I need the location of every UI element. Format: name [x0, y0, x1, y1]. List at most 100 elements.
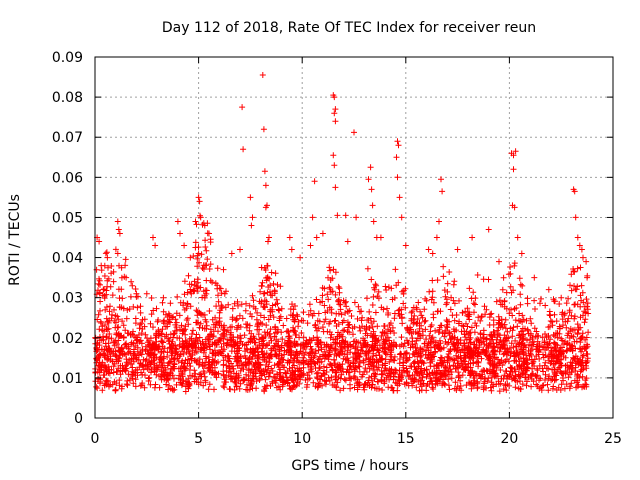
data-point — [500, 386, 507, 393]
data-point — [147, 320, 154, 327]
data-point — [554, 357, 561, 364]
data-point — [403, 380, 410, 387]
data-point — [346, 369, 353, 376]
data-point — [197, 214, 204, 221]
data-point — [450, 326, 457, 333]
data-point — [229, 316, 236, 323]
data-point — [190, 327, 196, 334]
data-point — [151, 351, 158, 358]
data-point — [448, 335, 455, 342]
data-point — [383, 287, 390, 293]
data-point — [253, 385, 260, 392]
data-point — [515, 371, 522, 378]
data-point — [265, 373, 272, 380]
data-point — [193, 307, 200, 314]
data-point — [200, 266, 207, 273]
data-point — [327, 267, 334, 274]
data-point — [433, 234, 440, 241]
data-point — [306, 350, 313, 357]
data-point — [472, 301, 478, 308]
data-point — [196, 309, 203, 316]
data-point — [262, 333, 269, 339]
data-point — [234, 324, 241, 331]
data-point — [276, 369, 283, 376]
data-point — [184, 289, 191, 296]
data-point — [167, 319, 174, 326]
data-point — [480, 386, 487, 393]
data-point — [582, 336, 589, 343]
data-point — [351, 350, 358, 357]
data-point — [288, 351, 295, 358]
data-point — [431, 349, 438, 356]
data-point — [332, 340, 339, 347]
data-point — [502, 316, 509, 323]
data-point — [438, 355, 445, 362]
data-point — [287, 385, 294, 392]
data-point — [102, 322, 108, 328]
data-point — [583, 296, 590, 303]
data-point — [403, 355, 410, 362]
data-point — [522, 366, 529, 372]
data-point — [259, 279, 266, 286]
data-point — [451, 300, 458, 307]
data-point — [259, 72, 266, 78]
data-point — [234, 342, 241, 349]
data-point — [386, 322, 393, 328]
data-point — [179, 330, 186, 337]
data-point — [239, 315, 246, 322]
data-point — [211, 386, 217, 393]
data-point — [106, 308, 113, 315]
data-point — [390, 387, 397, 394]
data-point — [330, 266, 337, 273]
data-point — [141, 384, 148, 391]
data-point — [178, 382, 185, 389]
data-point — [519, 335, 526, 341]
data-point — [496, 360, 503, 367]
data-point — [392, 266, 399, 273]
data-point — [537, 375, 544, 382]
data-point — [273, 296, 280, 303]
data-point — [182, 365, 189, 372]
data-point — [215, 328, 221, 335]
data-point — [138, 320, 145, 327]
data-point — [155, 317, 162, 323]
data-point — [463, 320, 469, 327]
data-point — [507, 283, 514, 290]
data-point — [209, 350, 216, 357]
data-point — [434, 308, 441, 315]
data-point — [250, 297, 257, 304]
data-point — [186, 350, 193, 357]
data-point — [400, 300, 407, 307]
data-point — [192, 370, 199, 377]
data-point — [553, 330, 559, 336]
data-point — [564, 362, 571, 369]
data-point — [568, 287, 575, 294]
data-point — [319, 382, 326, 389]
data-point — [184, 315, 191, 322]
data-point — [267, 312, 274, 319]
data-point — [453, 365, 460, 372]
data-point — [116, 262, 122, 269]
data-point — [379, 329, 386, 335]
data-point — [568, 312, 575, 319]
data-point — [150, 357, 157, 364]
data-point — [354, 315, 361, 322]
data-point — [326, 349, 333, 356]
data-point — [578, 297, 585, 304]
data-point — [436, 337, 443, 344]
data-point — [239, 362, 246, 369]
data-point — [101, 295, 108, 302]
data-point — [584, 303, 591, 310]
data-point — [294, 354, 301, 361]
data-point — [249, 214, 256, 221]
data-point — [458, 328, 465, 335]
data-point — [340, 327, 346, 334]
data-point — [281, 364, 288, 371]
data-point — [272, 270, 279, 277]
data-point — [503, 335, 510, 342]
data-point — [396, 194, 403, 201]
data-point — [409, 341, 416, 348]
data-point — [500, 274, 507, 281]
data-point — [288, 246, 295, 253]
data-point — [270, 373, 277, 380]
